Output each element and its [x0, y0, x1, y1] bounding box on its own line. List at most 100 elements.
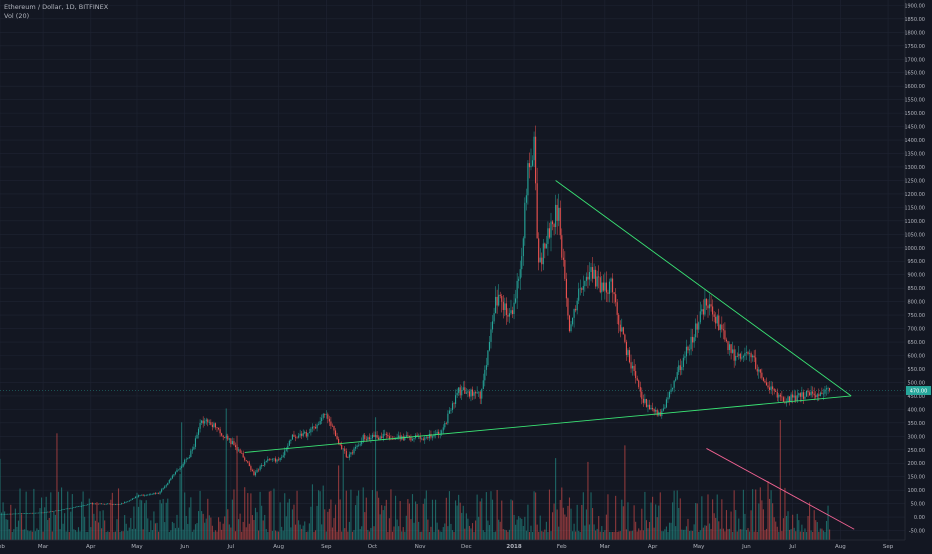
candle-body [10, 513, 12, 515]
candle-body [662, 408, 664, 411]
candle-body [104, 503, 106, 505]
candle-body [299, 433, 301, 436]
candle-body [590, 267, 592, 273]
candle-body [809, 392, 811, 396]
volume-bar [510, 499, 512, 540]
candle-body [804, 396, 806, 399]
volume-bar [765, 528, 768, 540]
volume-bar [171, 521, 173, 540]
candle-body [721, 324, 723, 330]
volume-bar [825, 520, 828, 540]
volume-bar [338, 465, 340, 540]
volume-bar [550, 531, 552, 540]
candle-body [171, 475, 173, 479]
y-tick-label: 0.00 [914, 515, 925, 521]
candle-body [256, 469, 258, 473]
volume-bar [748, 531, 751, 540]
volume-bar [813, 510, 815, 540]
candle-body [45, 512, 47, 513]
volume-bar [156, 522, 158, 540]
candle-body [610, 278, 612, 282]
candle-body [210, 422, 212, 425]
candle-body [394, 438, 397, 440]
volume-bar [598, 516, 600, 540]
candle-body [708, 304, 711, 309]
volume-bar [511, 500, 514, 540]
volume-bar [231, 499, 233, 540]
volume-bar [265, 529, 267, 540]
volume-bar [687, 518, 689, 540]
volume-bar [85, 532, 87, 540]
volume-bar [218, 517, 220, 540]
candle-body [68, 508, 70, 510]
candle-body [539, 257, 541, 263]
volume-bar [44, 507, 46, 540]
candle-body [239, 449, 241, 453]
y-tick-label: 1900.00 [904, 3, 925, 9]
candle-body [690, 336, 692, 350]
volume-bar [154, 523, 157, 540]
candle-body [88, 503, 90, 505]
last-price-value: 470.00 [910, 389, 928, 395]
candle-body [173, 474, 175, 476]
candle-body [162, 488, 164, 490]
candle-body [76, 506, 78, 508]
volume-bar [213, 531, 215, 540]
volume-bar [208, 515, 210, 540]
candle-body [218, 427, 220, 430]
candle-body [559, 207, 561, 236]
candle-body [101, 503, 103, 505]
y-tick-label: 1100.00 [904, 219, 925, 225]
candle-body [311, 426, 313, 429]
y-tick-label: 900.00 [908, 273, 926, 279]
volume-bar [348, 521, 350, 540]
x-tick-label: Mar [38, 544, 49, 550]
candle-body [501, 296, 503, 302]
candle-body [314, 427, 317, 429]
volume-bar [785, 515, 788, 540]
volume-bar [136, 492, 138, 540]
volume-bar [515, 524, 517, 540]
candle-body [145, 495, 147, 496]
candle-body [624, 334, 626, 342]
candle-body [807, 390, 809, 393]
candle-body [496, 296, 498, 306]
candle-body [647, 404, 649, 407]
volume-bar [391, 531, 394, 540]
volume-bar [247, 493, 249, 540]
volume-bar [287, 502, 289, 540]
y-tick-label: 50.00 [911, 502, 925, 508]
volume-bar [88, 498, 90, 540]
candle-body [364, 435, 366, 440]
volume-bar [8, 529, 10, 540]
volume-bar [450, 523, 452, 540]
volume-bar [662, 531, 664, 540]
volume-bar [191, 531, 193, 540]
volume-bar [284, 493, 286, 540]
candle-body [730, 344, 732, 353]
candle-body [642, 398, 644, 403]
volume-bar [639, 530, 641, 540]
volume-bar [485, 492, 487, 540]
volume-bar [807, 515, 809, 540]
candle-body [682, 357, 684, 367]
candle-body [524, 202, 526, 239]
volume-bar [416, 504, 418, 540]
candle-body [362, 435, 364, 442]
volume-bar [0, 512, 3, 540]
volume-bar [573, 523, 575, 540]
candle-body [211, 424, 213, 427]
candle-body [310, 428, 312, 433]
volume-bar [168, 531, 170, 540]
volume-bar [545, 521, 547, 540]
volume-bar [802, 531, 804, 540]
volume-bar [595, 530, 597, 540]
x-tick-label: Sep [883, 544, 894, 550]
candle-body [265, 461, 267, 462]
volume-bar [690, 530, 692, 540]
volume-bar [219, 521, 221, 540]
volume-bar [782, 518, 784, 540]
volume-bar [672, 502, 674, 540]
volume-bar [205, 518, 207, 540]
